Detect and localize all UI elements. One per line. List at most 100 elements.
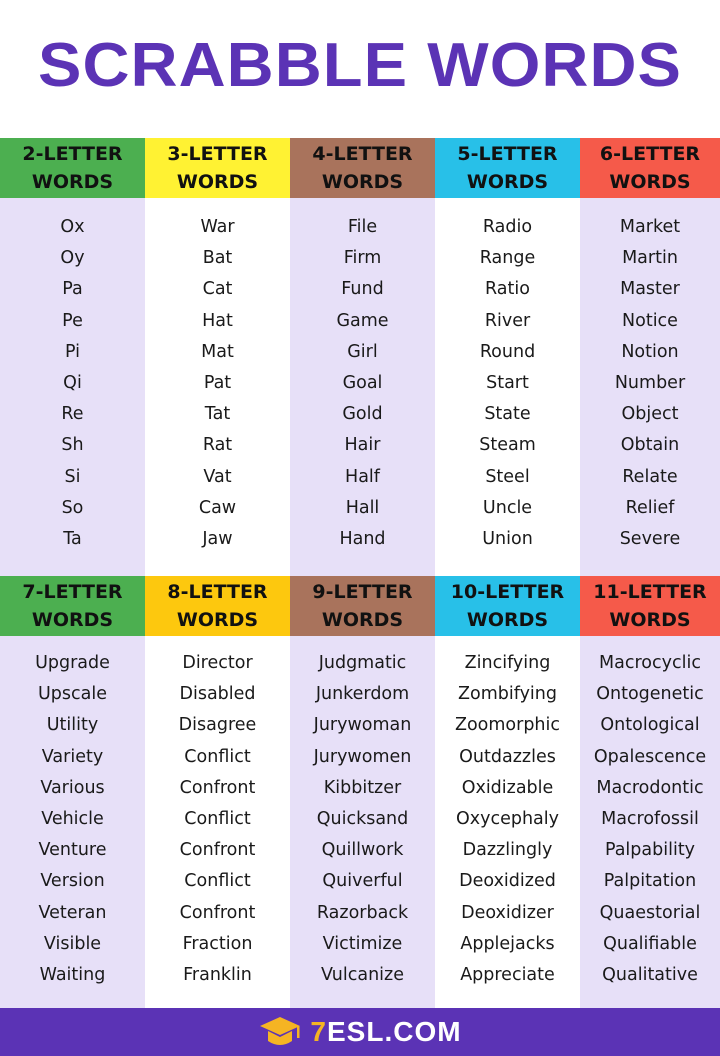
word-item: Girl (347, 341, 378, 362)
word-item: Palpability (604, 840, 696, 861)
word-item: Firm (343, 248, 382, 269)
column-header-line: WORDS (321, 609, 404, 631)
word-item: Relate (622, 466, 678, 487)
word-column: 2-LETTER WORDS Ox Oy Pa Pe Pi Qi Re Sh Si So Ta (0, 138, 145, 576)
column-header-line: 3-LETTER (167, 143, 268, 165)
word-item: Severe (619, 528, 681, 549)
word-item: Outdazzles (459, 746, 556, 767)
word-item: Uncle (482, 497, 533, 518)
word-item: Confront (179, 777, 256, 798)
word-list: War Bat Cat Hat Mat Pat Tat Rat Vat Caw Jaw (145, 198, 290, 576)
column-header-line: 4-LETTER (312, 143, 413, 165)
word-item: Qualifiable (603, 933, 697, 954)
column-header-line: WORDS (609, 171, 691, 193)
column-header-line: WORDS (31, 609, 114, 631)
word-item: File (347, 217, 378, 237)
word-item: Obtain (620, 435, 680, 456)
word-item: Sh (61, 435, 84, 456)
column-header: 9-LETTER WORDS (290, 576, 435, 636)
column-header: 7-LETTER WORDS (0, 576, 145, 636)
word-item: Quicksand (316, 808, 409, 829)
footer: 7ESL.COM (0, 1008, 720, 1056)
word-item: Start (486, 372, 529, 393)
word-column: 3-LETTER WORDS War Bat Cat Hat Mat Pat Tat Rat Vat… (145, 138, 290, 576)
word-item: Deoxidizer (461, 902, 554, 923)
word-item: Hand (339, 528, 386, 549)
column-header-line: WORDS (321, 171, 404, 193)
word-item: Oxycephaly (455, 808, 560, 829)
word-item: Version (40, 871, 105, 892)
word-item: Martin (622, 248, 678, 269)
word-item: Quillwork (321, 840, 404, 861)
word-item: Master (620, 279, 680, 300)
word-item: Appreciate (460, 964, 555, 985)
word-item: Fund (341, 279, 384, 300)
word-column: 8-LETTER WORDS Director Disabled Disagree Con… (145, 576, 290, 1008)
word-item: Ta (63, 528, 82, 549)
word-item: Bat (202, 248, 233, 269)
word-item: Macrodontic (596, 777, 704, 798)
word-column: 4-LETTER WORDS File Firm Fund Game Girl Goal Gol… (290, 138, 435, 576)
column-header-line: WORDS (31, 171, 114, 193)
word-item: Junkerdom (315, 684, 410, 705)
section-long-words: 7-LETTER WORDS Upgrade Upscale Utility Variet… (0, 576, 720, 1008)
section-short-words: 2-LETTER WORDS Ox Oy Pa Pe Pi Qi Re Sh Si So Ta 3-LET… (0, 138, 720, 576)
word-item: Conflict (184, 746, 251, 767)
word-list: Radio Range Ratio River Round Start State Steam… (435, 198, 580, 576)
word-list: Market Martin Master Notice Notion Number Obje… (580, 198, 720, 576)
column-header-line: WORDS (466, 609, 549, 631)
word-item: Mat (201, 341, 234, 362)
column-header-line: WORDS (466, 171, 549, 193)
word-item: Deoxidized (459, 871, 556, 892)
word-item: Judgmatic (318, 653, 407, 673)
word-item: Razorback (316, 902, 409, 923)
word-item: War (200, 217, 235, 237)
word-item: Qualitative (602, 964, 698, 985)
word-list: File Firm Fund Game Girl Goal Gold Hair Half Hall… (290, 198, 435, 576)
word-item: Gold (342, 404, 383, 425)
column-header-line: 10-LETTER (450, 581, 565, 603)
word-item: Ratio (485, 279, 530, 300)
word-item: Si (64, 466, 81, 487)
word-item: Caw (198, 497, 237, 518)
word-item: Range (479, 248, 536, 269)
word-item: Steam (479, 435, 536, 456)
word-item: Tat (204, 404, 231, 425)
word-item: Relief (625, 497, 675, 518)
column-header: 11-LETTER WORDS (580, 576, 720, 636)
word-list: Director Disabled Disagree Conflict Confront… (145, 636, 290, 1008)
word-item: Upgrade (35, 653, 110, 673)
word-item: Qi (63, 372, 82, 393)
word-item: Fraction (182, 933, 253, 954)
word-item: Waiting (39, 964, 106, 985)
word-item: Notion (621, 341, 679, 362)
word-item: Jurywomen (313, 746, 412, 767)
column-header-line: 6-LETTER (599, 143, 701, 165)
column-header-line: WORDS (176, 609, 259, 631)
word-column: 10-LETTER WORDS Zincifying Zombifying Zoomor… (435, 576, 580, 1008)
word-item: Macrofossil (601, 808, 699, 829)
word-item: Steel (485, 466, 530, 487)
word-item: Oy (60, 248, 85, 269)
word-item: Various (40, 777, 105, 798)
word-item: Jaw (202, 528, 233, 549)
column-header-line: 2-LETTER (22, 143, 123, 165)
column-header: 3-LETTER WORDS (145, 138, 290, 198)
column-header: 8-LETTER WORDS (145, 576, 290, 636)
word-item: Veteran (38, 902, 107, 923)
word-item: Victimize (322, 933, 403, 954)
word-item: River (484, 310, 531, 331)
word-list: Zincifying Zombifying Zoomorphic Outdazzles… (435, 636, 580, 1008)
word-item: Dazzlingly (462, 840, 553, 861)
word-item: Number (614, 372, 686, 393)
word-item: Game (336, 310, 389, 331)
word-item: State (484, 404, 531, 425)
word-item: Utility (46, 715, 99, 736)
word-list: Judgmatic Junkerdom Jurywoman Jurywomen Kibb… (290, 636, 435, 1008)
word-column: 5-LETTER WORDS Radio Range Ratio River Round St… (435, 138, 580, 576)
word-item: Radio (482, 217, 533, 237)
word-list: Upgrade Upscale Utility Variety Various Vehic… (0, 636, 145, 1008)
graduation-cap-icon (260, 1017, 301, 1045)
column-header-line: WORDS (176, 171, 259, 193)
column-header-line: WORDS (609, 609, 691, 631)
